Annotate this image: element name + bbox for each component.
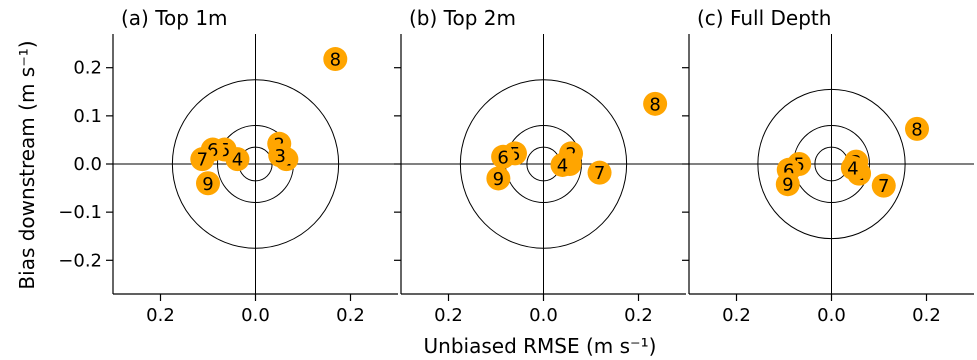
point-marker bbox=[775, 172, 800, 197]
point-label: 7 bbox=[878, 176, 889, 197]
point-marker bbox=[323, 47, 348, 72]
point-7: 7 bbox=[587, 160, 612, 185]
point-4: 4 bbox=[840, 155, 865, 180]
x-tick-label: 0.2 bbox=[434, 305, 463, 326]
point-marker bbox=[550, 152, 575, 177]
point-9: 9 bbox=[486, 166, 511, 191]
point-label: 9 bbox=[202, 174, 213, 195]
point-label: 4 bbox=[847, 158, 858, 179]
point-label: 4 bbox=[557, 155, 568, 176]
x-tick-label: 0.2 bbox=[912, 305, 941, 326]
point-3: 3 bbox=[268, 143, 293, 168]
point-label: 9 bbox=[782, 175, 793, 196]
point-marker bbox=[268, 143, 293, 168]
point-label: 6 bbox=[497, 147, 508, 168]
point-label: 6 bbox=[207, 140, 218, 161]
panel-b: 0.20.00.2(b) Top 2m123456789 bbox=[394, 6, 686, 326]
y-tick-label: 0.2 bbox=[73, 58, 102, 79]
y-tick-label: 0.0 bbox=[73, 154, 102, 175]
point-6: 6 bbox=[491, 144, 516, 169]
panel-a: 0.20.00.2−0.2−0.10.00.10.2(a) Top 1m1234… bbox=[58, 6, 398, 326]
y-tick-label: −0.2 bbox=[58, 250, 102, 271]
x-axis-label: Unbiased RMSE (m s⁻¹) bbox=[424, 334, 657, 358]
point-marker bbox=[196, 171, 220, 196]
panel-title: (a) Top 1m bbox=[121, 6, 228, 30]
point-marker bbox=[643, 91, 668, 116]
point-marker bbox=[587, 160, 612, 185]
x-tick-label: 0.0 bbox=[529, 305, 558, 326]
y-tick-label: −0.1 bbox=[58, 202, 102, 223]
point-8: 8 bbox=[905, 116, 929, 141]
point-label: 5 bbox=[509, 144, 520, 165]
panel-title: (c) Full Depth bbox=[697, 6, 831, 30]
point-marker bbox=[190, 147, 215, 172]
x-tick-label: 0.2 bbox=[722, 305, 751, 326]
point-label: 7 bbox=[197, 150, 208, 171]
point-label: 9 bbox=[493, 169, 504, 190]
x-tick-label: 0.2 bbox=[624, 305, 653, 326]
point-9: 9 bbox=[196, 171, 220, 196]
y-tick-label: 0.1 bbox=[73, 106, 102, 127]
point-marker bbox=[905, 116, 929, 141]
x-tick-label: 0.2 bbox=[146, 305, 175, 326]
point-marker bbox=[840, 155, 865, 180]
point-label: 7 bbox=[594, 163, 605, 184]
point-label: 6 bbox=[783, 160, 794, 181]
point-label: 4 bbox=[232, 150, 243, 171]
y-axis-label: Bias downstream (m s⁻¹) bbox=[15, 40, 39, 289]
x-tick-label: 0.2 bbox=[336, 305, 365, 326]
x-tick-label: 0.0 bbox=[817, 305, 846, 326]
panel-title: (b) Top 2m bbox=[409, 6, 516, 30]
point-marker bbox=[491, 144, 516, 169]
point-8: 8 bbox=[643, 91, 668, 116]
panels: 0.20.00.2−0.2−0.10.00.10.2(a) Top 1m1234… bbox=[58, 6, 974, 326]
point-label: 3 bbox=[274, 146, 285, 167]
x-tick-label: 0.0 bbox=[241, 305, 270, 326]
point-marker bbox=[486, 166, 511, 191]
point-label: 8 bbox=[649, 94, 660, 115]
panel-c: 0.20.00.2(c) Full Depth123456789 bbox=[682, 6, 974, 326]
point-8: 8 bbox=[323, 47, 348, 72]
point-marker bbox=[871, 173, 896, 198]
point-label: 8 bbox=[911, 119, 922, 140]
point-9: 9 bbox=[775, 172, 800, 197]
point-7: 7 bbox=[871, 173, 896, 198]
point-label: 8 bbox=[330, 50, 341, 71]
point-4: 4 bbox=[550, 152, 575, 177]
point-7: 7 bbox=[190, 147, 215, 172]
